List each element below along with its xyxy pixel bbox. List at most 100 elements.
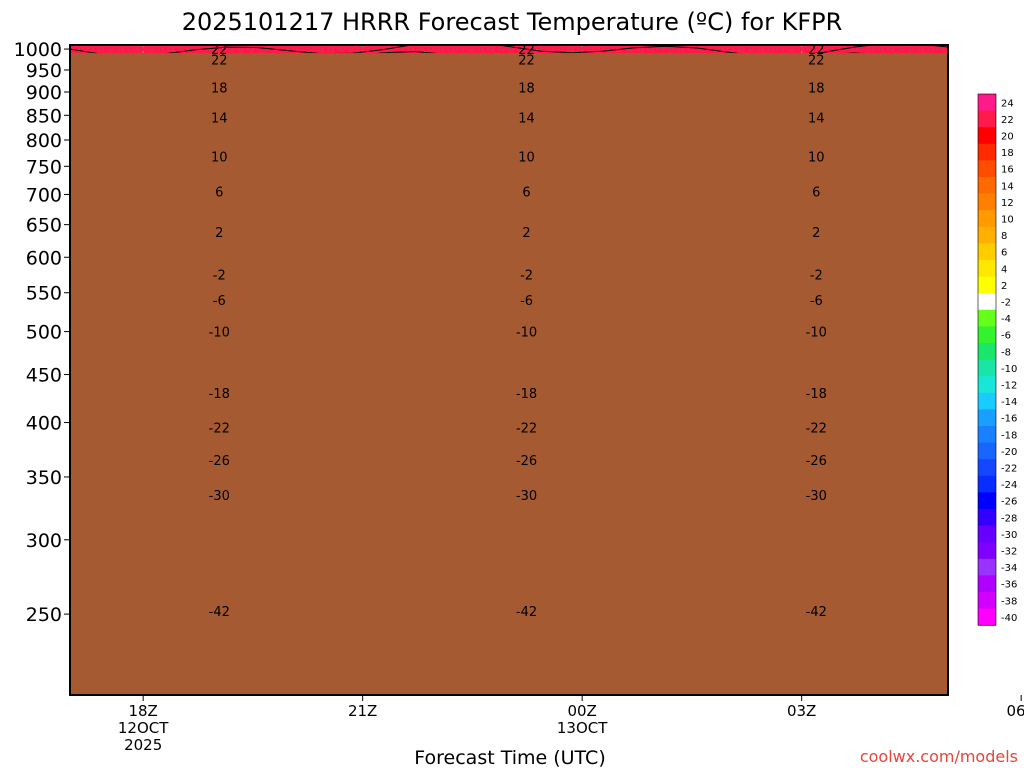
colorbar-label: -36 [1001, 580, 1017, 591]
contour-label-text: -18 [209, 387, 230, 402]
colorbar-label: -22 [1001, 464, 1017, 475]
colorbar-swatch [978, 326, 996, 344]
contour-label-text: -22 [209, 422, 230, 437]
contour-label-text: 6 [812, 186, 820, 201]
contour-label-text: 18 [518, 81, 535, 96]
y-tick-label: 300 [26, 530, 62, 552]
contour-label-text: 14 [518, 112, 535, 127]
contour-label: -26 [516, 454, 537, 469]
ground-strip [70, 53, 948, 695]
colorbar-label: 6 [1001, 248, 1007, 259]
y-tick-label: 950 [26, 60, 62, 82]
colorbar-swatch [978, 525, 996, 543]
colorbar-swatch [978, 459, 996, 477]
contour-label-text: 10 [211, 151, 228, 166]
colorbar-swatch [978, 592, 996, 610]
contour-label: -30 [516, 489, 537, 504]
contour-label: 14 [518, 112, 535, 127]
colorbar-label: 4 [1001, 264, 1007, 275]
colorbar-swatch [978, 210, 996, 228]
contour-label-text: -30 [806, 489, 827, 504]
y-tick-label: 400 [26, 413, 62, 435]
colorbar-swatch [978, 127, 996, 145]
contour-label-text: -22 [516, 422, 537, 437]
colorbar-label: 8 [1001, 231, 1007, 242]
contour-label: 22 [518, 45, 535, 58]
y-tick-label: 700 [26, 184, 62, 206]
colorbar-swatch [978, 426, 996, 444]
plot-frame [69, 44, 949, 696]
y-tick-label: 450 [26, 365, 62, 387]
y-tick-label: 600 [26, 247, 62, 269]
contour-label-text: -6 [810, 294, 823, 309]
x-axis: 18Z12OCT202521Z00Z13OCT03Z06Z09Z [118, 695, 1024, 754]
contour-label-text: -6 [520, 294, 533, 309]
colorbar-swatch [978, 160, 996, 178]
contour-label: -2 [520, 269, 533, 284]
contour-label-text: -18 [806, 387, 827, 402]
x-tick-group: 03Z [787, 702, 816, 720]
contour-label-text: 18 [211, 81, 228, 96]
colorbar-swatch [978, 243, 996, 261]
contour-label: 2 [215, 226, 223, 241]
contour-label-text: -10 [516, 326, 537, 341]
contour-label: 6 [522, 186, 530, 201]
contour-label-text: 2 [215, 226, 223, 241]
colorbar-swatch [978, 392, 996, 410]
contour-label-text: 10 [808, 151, 825, 166]
contour-label: 6 [812, 186, 820, 201]
contour-label-text: -10 [209, 326, 230, 341]
x-axis-label: Forecast Time (UTC) [414, 747, 605, 768]
contour-label-text: 14 [808, 112, 825, 127]
colorbar-swatch [978, 193, 996, 211]
colorbar-label: -14 [1001, 397, 1017, 408]
contour-label: -18 [516, 387, 537, 402]
contour-label-text: -42 [516, 605, 537, 620]
contour-label: 22 [808, 53, 825, 68]
colorbar-swatch [978, 94, 996, 112]
contour-label: 14 [808, 112, 825, 127]
contour-label: 2 [812, 226, 820, 241]
contour-label: 2 [522, 226, 530, 241]
contour-label-text: -30 [516, 489, 537, 504]
colorbar-label: 16 [1001, 165, 1014, 176]
contour-label-text: -30 [209, 489, 230, 504]
contour-label: 10 [211, 151, 228, 166]
colorbar-label: -30 [1001, 530, 1017, 541]
contour-label-text: -42 [806, 605, 827, 620]
contour-label: -2 [213, 269, 226, 284]
colorbar-label: -24 [1001, 480, 1017, 491]
contour-label: -6 [213, 294, 226, 309]
colorbar-swatch [978, 226, 996, 244]
contour-label-text: 22 [211, 53, 228, 68]
colorbar-swatch [978, 442, 996, 460]
contour-label: -26 [209, 454, 230, 469]
x-tick-group: 06Z [1006, 702, 1024, 720]
contour-label: -10 [516, 326, 537, 341]
colorbar-swatch [978, 608, 996, 626]
contour-label-text: 6 [522, 186, 530, 201]
contour-label-text: 22 [808, 53, 825, 68]
contour-label-text: 2 [812, 226, 820, 241]
colorbar-label: 18 [1001, 148, 1014, 159]
contour-label: 6 [215, 186, 223, 201]
contour-label-text: -6 [213, 294, 226, 309]
colorbar-label: 12 [1001, 198, 1014, 209]
colorbar-label: 2 [1001, 281, 1007, 292]
contour-label-text: -10 [806, 326, 827, 341]
colorbar-swatch [978, 110, 996, 128]
x-tick-label: 2025 [124, 736, 162, 754]
contour-label: -42 [806, 605, 827, 620]
contour-label-text: -22 [806, 422, 827, 437]
colorbar-swatch [978, 309, 996, 327]
colorbar: 24 22 20 18 16 14 12 10 8 6 4 2 -2 -4 -6 -8 -10 -12 -14 -16… [977, 93, 1017, 626]
y-tick-label: 350 [26, 467, 62, 489]
contour-label: 14 [211, 112, 228, 127]
colorbar-swatch [978, 293, 996, 311]
x-tick-label: 06Z [1006, 702, 1024, 720]
colorbar-label: -20 [1001, 447, 1017, 458]
y-tick-label: 1000 [14, 39, 62, 61]
